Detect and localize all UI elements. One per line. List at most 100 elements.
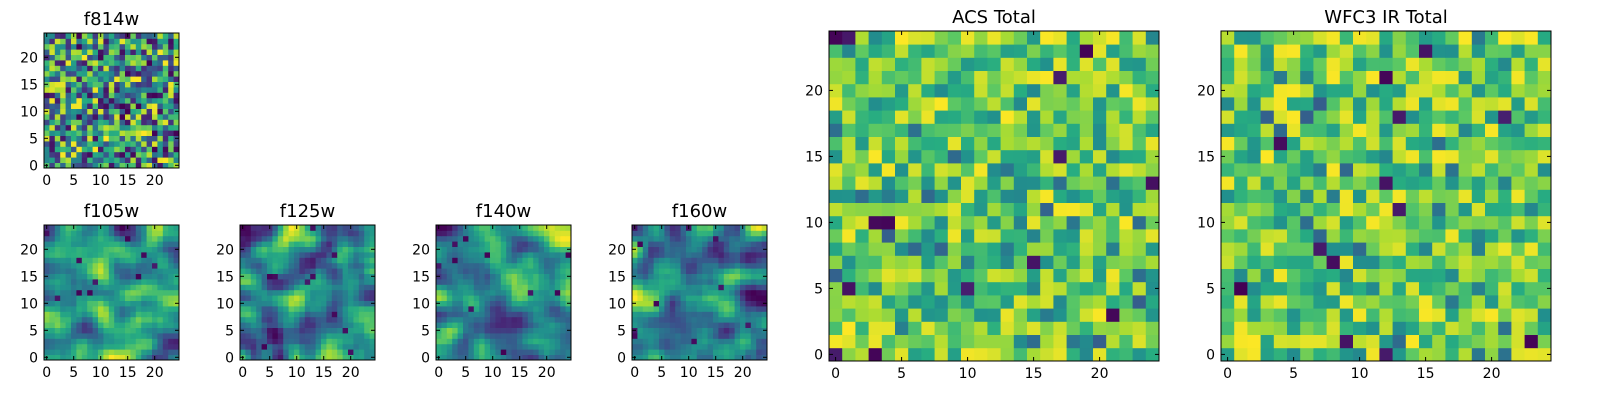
heatmap-cell <box>1000 57 1015 71</box>
heatmap-cell <box>49 87 56 93</box>
heatmap-cell <box>921 202 935 217</box>
heatmap-cell <box>554 333 561 339</box>
heatmap-cell <box>141 257 147 264</box>
heatmap-cell <box>250 327 257 334</box>
heatmap-cell <box>961 334 975 349</box>
heatmap-cell <box>157 65 164 72</box>
heatmap-cell <box>1300 97 1314 111</box>
heatmap-cell <box>961 281 975 296</box>
heatmap-cell <box>92 146 99 153</box>
heatmap-cell <box>881 242 896 256</box>
heatmap-cell <box>348 306 354 312</box>
heatmap-cell <box>842 189 856 203</box>
heatmap-cell <box>1392 57 1407 71</box>
heatmap-cell <box>146 146 153 153</box>
heatmap-cell <box>1000 83 1015 98</box>
heatmap-cell <box>92 119 99 126</box>
heatmap-cell <box>125 241 131 247</box>
heatmap-cell <box>1079 242 1094 256</box>
heatmap-cell <box>162 252 169 258</box>
x-tick-label: 10 <box>680 365 698 381</box>
heatmap-cell <box>173 306 180 312</box>
heatmap-cell <box>250 273 257 280</box>
heatmap-cell <box>468 235 475 242</box>
heatmap-cell <box>152 146 158 153</box>
heatmap-cell <box>881 176 896 190</box>
heatmap-cell <box>81 49 88 55</box>
heatmap-cell <box>734 349 741 355</box>
heatmap-cell <box>1273 215 1288 230</box>
heatmap-cell <box>921 149 935 164</box>
heatmap-cell <box>92 92 99 99</box>
heatmap-cell <box>473 257 480 264</box>
heatmap-cell <box>468 322 475 328</box>
heatmap-cell <box>315 295 322 301</box>
heatmap-cell <box>495 322 502 328</box>
heatmap-cell <box>895 268 909 283</box>
heatmap-cell <box>1119 57 1133 71</box>
heatmap-cell <box>315 322 322 328</box>
heatmap-cell <box>60 343 66 350</box>
heatmap-cell <box>1287 308 1301 322</box>
heatmap-cell <box>1027 136 1041 151</box>
heatmap-cell <box>261 333 268 339</box>
heatmap-cell <box>1040 321 1054 335</box>
heatmap-cell <box>256 235 262 242</box>
heatmap-cell <box>1485 123 1499 137</box>
heatmap-cell <box>707 343 714 350</box>
heatmap-cell <box>511 343 518 350</box>
heatmap-cell <box>342 338 349 345</box>
heatmap-cell <box>669 354 676 361</box>
heatmap-cell <box>527 225 534 231</box>
heatmap-cell <box>44 130 50 136</box>
heatmap-cell <box>1221 110 1235 124</box>
heatmap-cell <box>1053 83 1067 98</box>
heatmap-cell <box>713 246 719 253</box>
x-tick-label: 5 <box>897 366 906 382</box>
heatmap-cell <box>686 230 692 237</box>
heatmap-cell <box>173 225 180 231</box>
heatmap-cell <box>669 273 676 280</box>
heatmap-cell <box>54 38 61 45</box>
heatmap-cell <box>544 338 550 345</box>
heatmap-cell <box>125 235 131 242</box>
heatmap-cell <box>436 241 442 247</box>
heatmap-cell <box>54 97 61 104</box>
heatmap-cell <box>1366 321 1380 335</box>
heatmap-cell <box>60 246 66 253</box>
heatmap-cell <box>119 60 126 66</box>
heatmap-cell <box>1221 163 1235 177</box>
heatmap-cell <box>342 225 349 231</box>
heatmap-cell <box>696 268 703 274</box>
heatmap-cell <box>141 246 147 253</box>
heatmap-cell <box>146 252 153 258</box>
heatmap-cell <box>632 289 638 296</box>
heatmap-cell <box>696 279 703 285</box>
y-tick-label: 0 <box>29 158 38 174</box>
heatmap-cell <box>729 300 735 307</box>
heatmap-cell <box>304 284 311 291</box>
heatmap-cell <box>87 262 93 269</box>
heatmap-cell <box>1419 255 1433 269</box>
heatmap-cell <box>538 311 545 318</box>
heatmap-cell <box>648 252 654 258</box>
heatmap-cell <box>103 295 110 301</box>
heatmap-cell <box>664 279 671 285</box>
heatmap-cell <box>1458 83 1473 98</box>
heatmap-cell <box>326 343 333 350</box>
heatmap-cell <box>921 123 935 137</box>
heatmap-cell <box>1247 202 1261 217</box>
heatmap-cell <box>829 123 843 137</box>
heatmap-cell <box>342 300 349 307</box>
heatmap-cell <box>353 306 360 312</box>
heatmap-cell <box>1260 70 1275 85</box>
heatmap-cell <box>1537 44 1552 58</box>
heatmap-cell <box>44 343 50 350</box>
heatmap-cell <box>745 257 752 264</box>
heatmap-cell <box>87 97 93 104</box>
heatmap-cell <box>533 246 539 253</box>
heatmap-cell <box>304 246 311 253</box>
heatmap-cell <box>240 235 246 242</box>
heatmap-cell <box>1498 334 1512 349</box>
heatmap-cell <box>256 295 262 301</box>
